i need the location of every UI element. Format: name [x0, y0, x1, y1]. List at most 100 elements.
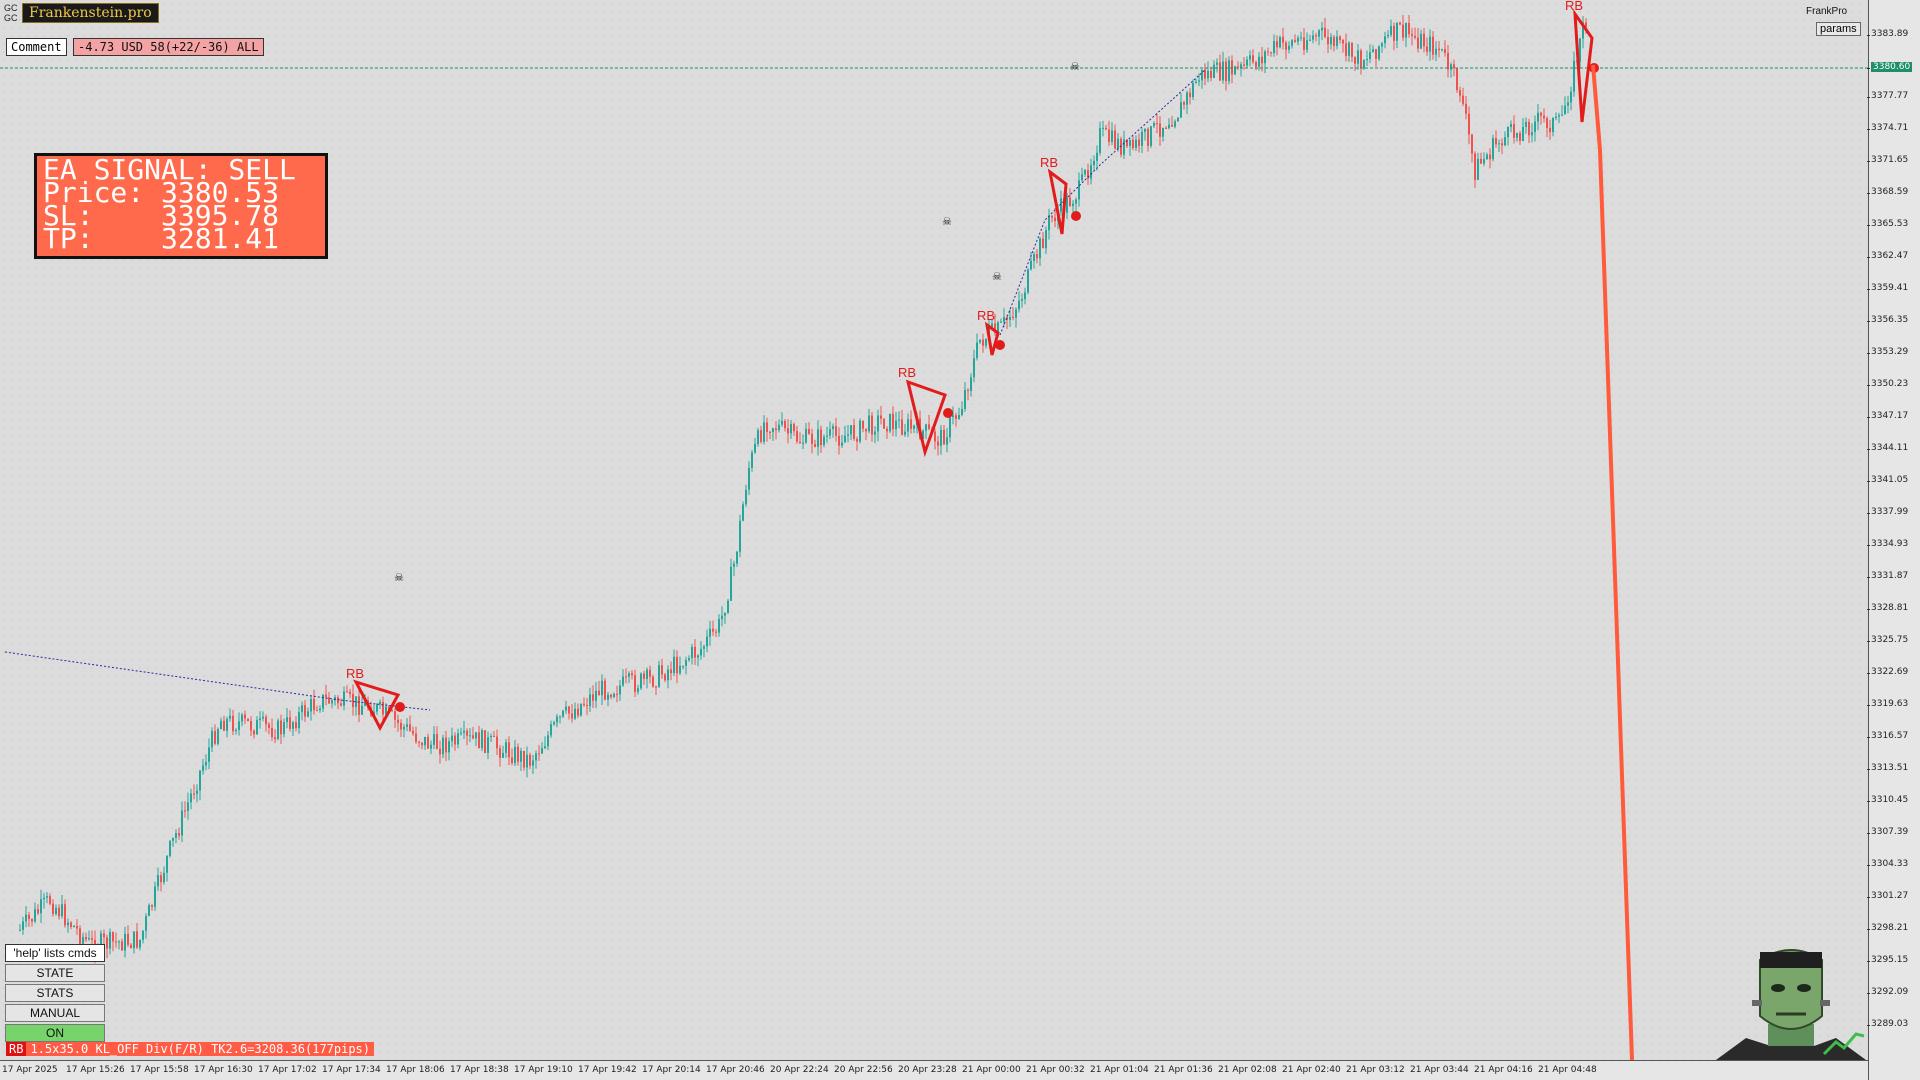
candle-body	[1546, 118, 1548, 128]
candle-body	[589, 694, 591, 707]
candle-body	[1465, 103, 1467, 114]
sell-entry-marker[interactable]	[943, 408, 953, 418]
price-tick-label: 3292.09	[1866, 987, 1909, 997]
candle-body	[1489, 154, 1491, 160]
candle-body	[652, 676, 654, 687]
candle-body	[1540, 112, 1542, 116]
sell-entry-marker[interactable]	[395, 702, 405, 712]
candle-body	[490, 736, 492, 738]
candle-body	[739, 520, 741, 552]
candle-body	[1210, 70, 1212, 78]
candle-body	[1000, 321, 1002, 323]
candle-body	[796, 431, 798, 442]
candle-body	[196, 790, 198, 794]
rb-pattern-triangle[interactable]	[984, 321, 1000, 356]
candle-body	[1423, 33, 1425, 47]
candle-body	[808, 429, 810, 434]
candle-body	[685, 660, 687, 666]
on-toggle-button[interactable]: ON	[5, 1024, 105, 1042]
params-button[interactable]: params	[1816, 22, 1861, 36]
candle-body	[211, 730, 213, 748]
candle-body	[553, 722, 555, 725]
candle-body	[535, 753, 537, 761]
candle-body	[109, 932, 111, 949]
candle-body	[697, 655, 699, 658]
rb-pattern-triangle[interactable]	[905, 379, 947, 458]
candle-body	[814, 444, 816, 447]
candle-body	[475, 732, 477, 739]
candle-body	[1501, 143, 1503, 146]
candle-body	[970, 377, 972, 391]
candle-body	[151, 905, 153, 907]
candle-body	[43, 897, 45, 900]
price-axis[interactable]: 3383.89 3380.60 3377.77 3374.71 3371.65 3368.…	[1866, 0, 1920, 1080]
candle-body	[1420, 33, 1422, 49]
candle-body	[1246, 59, 1248, 66]
signal-tp: TP: 3281.41	[43, 222, 280, 255]
candle-body	[52, 903, 54, 915]
candle-body	[1495, 138, 1497, 145]
time-axis[interactable]: 17 Apr 2025 17 Apr 15:26 17 Apr 15:58 17 Ap…	[0, 1060, 1868, 1080]
candle-body	[73, 925, 75, 927]
rb-pattern-triangle[interactable]	[353, 679, 401, 732]
candle-body	[442, 737, 444, 755]
candle-body	[388, 706, 390, 710]
candle-body	[193, 793, 195, 795]
sell-entry-marker[interactable]	[1071, 211, 1081, 221]
candle-body	[1351, 42, 1353, 57]
candle-body	[1360, 50, 1362, 69]
candle-body	[1507, 126, 1509, 138]
candle-body	[583, 703, 585, 706]
candle-body	[586, 705, 588, 707]
candle-body	[1303, 37, 1305, 50]
candle-body	[613, 693, 615, 698]
candle-body	[592, 694, 594, 701]
rb-pattern-triangle[interactable]	[1047, 168, 1068, 235]
state-button[interactable]: STATE	[5, 964, 105, 982]
candle-body	[1240, 64, 1242, 68]
rb-pattern-triangle[interactable]	[1573, 8, 1594, 123]
manual-button[interactable]: MANUAL	[5, 1004, 105, 1022]
candle-body	[427, 736, 429, 749]
candle-body	[715, 631, 717, 633]
sell-entry-marker[interactable]	[995, 340, 1005, 350]
candle-body	[1318, 30, 1320, 37]
candle-body	[1480, 158, 1482, 164]
candle-body	[622, 676, 624, 686]
candle-body	[1252, 55, 1254, 62]
candle-body	[787, 428, 789, 434]
candle-body	[232, 715, 234, 732]
candle-body	[1387, 34, 1389, 37]
chart-canvas[interactable]: RB RB RB RB RB ☠ ☠ ☠ ☠	[0, 0, 1868, 1060]
candle-body	[304, 705, 306, 717]
candle-body	[403, 726, 405, 730]
candle-body	[139, 939, 141, 948]
candle-body	[793, 424, 795, 432]
stats-button[interactable]: STATS	[5, 984, 105, 1002]
candle-body	[1153, 123, 1155, 127]
candle-body	[817, 429, 819, 447]
candle-body	[1294, 40, 1296, 42]
candle-body	[625, 676, 627, 678]
candle-body	[811, 433, 813, 445]
candle-body	[1375, 49, 1377, 59]
candle-body	[1504, 137, 1506, 146]
brand-logo-text[interactable]: Frankenstein.pro	[22, 3, 159, 23]
candle-body	[568, 706, 570, 714]
candle-body	[1285, 42, 1287, 50]
candle-body	[955, 415, 957, 419]
time-tick-label: 21 Apr 02:40	[1282, 1065, 1341, 1075]
candle-body	[1036, 254, 1038, 259]
candle-body	[1219, 62, 1221, 81]
candle-body	[1333, 36, 1335, 46]
candle-body	[619, 685, 621, 695]
candle-body	[154, 886, 156, 907]
candle-body	[1072, 203, 1074, 207]
candle-body	[760, 430, 762, 442]
price-tick-label: 3353.29	[1866, 347, 1909, 357]
candle-body	[1549, 127, 1551, 133]
candle-body	[1123, 139, 1125, 155]
price-tick-label: 3374.71	[1866, 123, 1909, 133]
candle-body	[1558, 115, 1560, 117]
candle-body	[868, 415, 870, 432]
